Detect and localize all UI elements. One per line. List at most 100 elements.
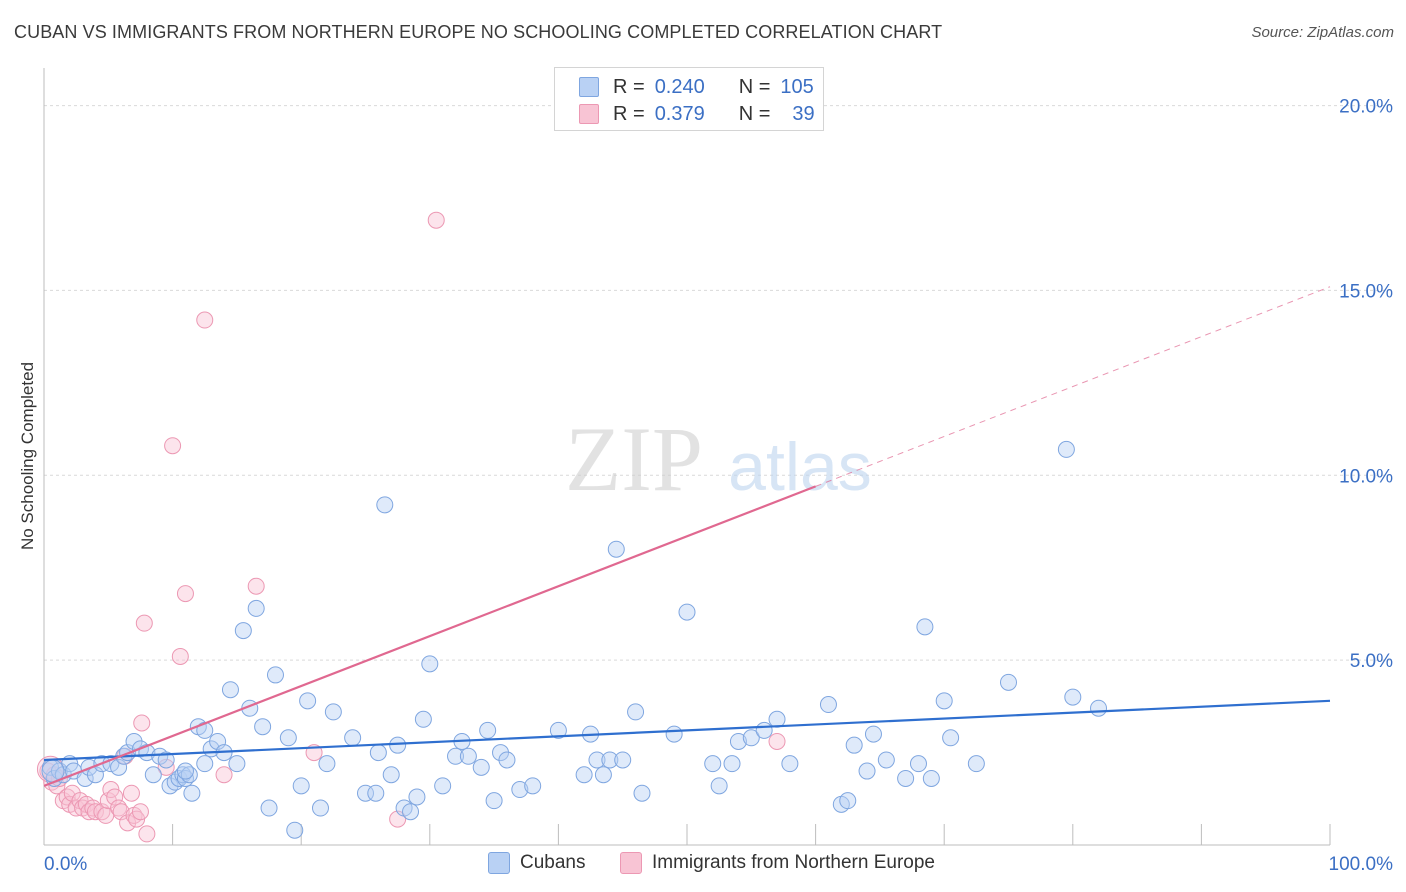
data-point-cubans <box>110 758 128 776</box>
legend-n-label: N = <box>738 75 771 98</box>
bottom-legend-swatch-cubans <box>488 852 510 874</box>
data-point-cubans <box>942 729 960 747</box>
trend-line-immigrants-extension <box>815 286 1331 487</box>
data-point-cubans <box>402 803 420 821</box>
data-point-cubans <box>549 721 567 739</box>
bottom-legend-immigrants: Immigrants from Northern Europe <box>620 852 935 874</box>
data-point-cubans <box>472 758 490 776</box>
data-point-immigrants <box>106 788 124 806</box>
data-point-immigrants <box>135 614 153 632</box>
data-point-cubans <box>588 751 606 769</box>
data-point-cubans <box>755 721 773 739</box>
data-point-immigrants <box>427 211 445 229</box>
data-point-cubans <box>511 781 529 799</box>
data-point-immigrants <box>112 803 130 821</box>
legend-r-value: 0.240 <box>654 75 705 98</box>
axes <box>43 68 1331 846</box>
data-point-cubans <box>376 496 394 514</box>
trend-line-immigrants <box>43 485 816 787</box>
data-point-cubans <box>704 755 722 773</box>
data-point-cubans <box>479 721 497 739</box>
data-point-cubans <box>260 799 278 817</box>
data-point-immigrants <box>215 766 233 784</box>
data-point-cubans <box>144 766 162 784</box>
data-point-cubans <box>742 729 760 747</box>
y-tick-label: 15.0% <box>1339 281 1393 302</box>
data-point-cubans <box>324 703 342 721</box>
y-tick-label: 20.0% <box>1339 97 1393 118</box>
y-axis-label: No Schooling Completed <box>18 361 37 551</box>
data-point-cubans <box>967 755 985 773</box>
data-point-cubans <box>498 751 516 769</box>
data-point-cubans <box>311 799 329 817</box>
data-point-cubans <box>909 755 927 773</box>
data-point-cubans <box>459 747 477 765</box>
data-point-cubans <box>176 762 194 780</box>
data-point-immigrants <box>131 803 149 821</box>
data-point-cubans <box>357 784 374 802</box>
data-point-cubans <box>922 769 940 787</box>
data-point-immigrants <box>389 810 407 828</box>
data-point-cubans <box>367 784 385 802</box>
data-point-cubans <box>318 755 336 773</box>
data-point-immigrants <box>171 647 189 665</box>
data-point-cubans <box>858 762 876 780</box>
data-point-cubans <box>678 603 696 621</box>
data-point-cubans <box>916 618 934 636</box>
data-point-cubans <box>157 751 175 769</box>
gridlines <box>44 105 1392 661</box>
data-point-cubans <box>614 751 632 769</box>
bottom-legend-swatch-immigrants <box>620 852 642 874</box>
data-point-cubans <box>209 732 227 750</box>
data-point-cubans <box>627 703 645 721</box>
trend-line-cubans <box>43 699 1331 762</box>
data-point-cubans <box>369 744 387 762</box>
data-point-cubans <box>221 681 239 699</box>
data-point-cubans <box>292 777 310 795</box>
watermark-zip: ZIP <box>565 408 703 510</box>
data-point-cubans <box>524 777 542 795</box>
data-point-immigrants <box>164 437 182 455</box>
data-point-cubans <box>408 788 426 806</box>
legend: R = 0.240 N = 105 R = 0.379 N = 39 <box>554 67 824 131</box>
data-point-immigrants <box>247 577 265 595</box>
data-point-cubans <box>864 725 882 743</box>
legend-row-cubans: R = 0.240 N = 105 <box>579 74 814 100</box>
data-point-cubans <box>382 766 400 784</box>
trend-lines <box>43 286 1331 787</box>
y-tick-label: 5.0% <box>1350 651 1393 672</box>
legend-n-value: 105 <box>780 75 814 98</box>
data-point-cubans <box>665 725 683 743</box>
data-point-cubans <box>234 622 252 640</box>
legend-swatch-immigrants <box>579 104 599 124</box>
data-point-cubans <box>839 792 857 810</box>
data-point-cubans <box>1090 699 1108 717</box>
data-point-immigrants <box>86 803 104 821</box>
data-point-cubans <box>601 751 619 769</box>
data-point-cubans <box>729 732 747 750</box>
data-point-cubans <box>254 718 272 736</box>
bottom-legend-label-immigrants: Immigrants from Northern Europe <box>652 852 935 873</box>
data-point-cubans <box>633 784 651 802</box>
data-point-immigrants <box>122 784 140 802</box>
data-point-immigrants <box>157 758 175 776</box>
data-point-cubans <box>485 792 503 810</box>
x-tick-label: 100.0% <box>1329 854 1394 875</box>
bottom-legend-label-cubans: Cubans <box>520 852 586 873</box>
bottom-legend: Cubans Immigrants from Northern Europe <box>0 852 1406 878</box>
data-point-cubans <box>196 755 214 773</box>
legend-n-label: N = <box>738 102 771 125</box>
data-point-cubans <box>299 692 317 710</box>
data-point-cubans <box>710 777 728 795</box>
data-point-cubans <box>877 751 895 769</box>
source-label: Source: ZipAtlas.com <box>1251 24 1394 41</box>
legend-n-value: 39 <box>792 102 815 125</box>
data-point-immigrants <box>133 714 151 732</box>
data-point-cubans <box>819 696 837 714</box>
data-point-cubans <box>935 692 953 710</box>
data-point-cubans <box>228 755 246 773</box>
data-point-cubans <box>845 736 863 754</box>
data-point-cubans <box>414 710 432 728</box>
data-point-cubans <box>183 784 201 802</box>
